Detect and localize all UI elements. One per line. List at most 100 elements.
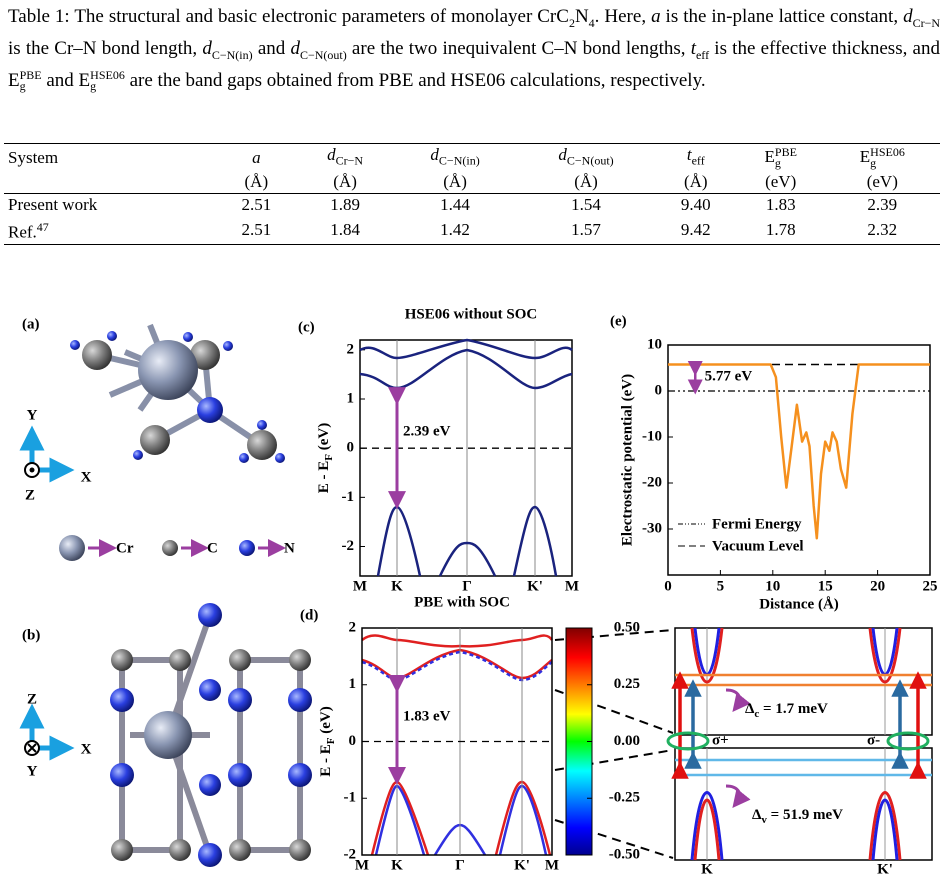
- y-label-unit: (eV): [318, 706, 334, 737]
- column-symbol: d: [430, 145, 439, 164]
- gap-label: 5.77 eV: [705, 369, 753, 385]
- column-sub: Cr−N: [335, 153, 364, 168]
- cell-text: 2.51: [241, 195, 272, 215]
- caption-sup: HSE06: [90, 68, 125, 83]
- panel-title: HSE06 without SOC: [405, 306, 538, 322]
- caption-sub: eff: [695, 47, 710, 62]
- x-axis-label: Distance (Å): [759, 596, 839, 612]
- delta-text: = 51.9 meV: [767, 807, 843, 823]
- plot-frame: [359, 339, 573, 577]
- row-label-text: Present work: [8, 195, 98, 215]
- colorbar-tick-label: 0.00: [614, 733, 640, 749]
- kpoint-label: K': [527, 578, 543, 594]
- cell: 1.89: [297, 194, 392, 217]
- kpoint-label: M: [353, 578, 367, 594]
- kpoint-label: M: [565, 578, 579, 594]
- y-label-sub: F: [325, 737, 337, 744]
- column-unit-text: (Å): [333, 172, 357, 192]
- y-tick-label: 0: [347, 440, 355, 456]
- y-label-unit: (eV): [316, 423, 332, 454]
- table: System a dCr−N dC−N(in) dC−N(out) teff EPBE g EH…: [4, 143, 940, 245]
- caption-symbol: a: [651, 6, 661, 27]
- cell-text: 9.42: [680, 220, 711, 240]
- row-label: Present work: [4, 194, 215, 217]
- column-unit-text: (eV): [866, 172, 898, 192]
- column-sub: g: [774, 156, 781, 171]
- sigma-label: σ-: [867, 732, 880, 748]
- cell-text: 1.89: [330, 195, 360, 215]
- column-sub: g: [870, 156, 877, 171]
- y-tick-label: -10: [642, 428, 662, 444]
- column-header: EHSE06 g: [825, 144, 940, 172]
- bands: [359, 338, 573, 577]
- gap-label: 2.39 eV: [403, 423, 451, 439]
- column-header: System: [4, 144, 215, 172]
- column-unit-text: (Å): [683, 172, 708, 192]
- kpoint-label: K: [391, 857, 403, 873]
- column-unit-text: (Å): [244, 172, 269, 192]
- caption-sub: Cr−N: [912, 15, 941, 30]
- colorbar-tick-label: 0.50: [614, 619, 640, 635]
- column-unit: (Å): [297, 171, 392, 194]
- column-header: teff: [655, 144, 737, 172]
- column-script: HSE06 g: [870, 146, 905, 171]
- cell-text: 2.39: [867, 195, 898, 215]
- axis-out: [29, 467, 35, 473]
- legend-label: N: [284, 540, 295, 556]
- sigma-label: σ+: [712, 732, 729, 748]
- column-symbol: a: [252, 147, 261, 167]
- y-tick-label: -1: [342, 489, 355, 505]
- panel-label: (b): [22, 627, 40, 643]
- axis-label: X: [81, 469, 92, 485]
- cell: 1.78: [737, 216, 825, 244]
- y-tick-label: 2: [349, 619, 357, 635]
- delta-sub: v: [761, 814, 767, 826]
- cell-text: 2.51: [241, 220, 272, 240]
- legend: [59, 535, 286, 561]
- column-unit: (Å): [393, 171, 517, 194]
- panel-label: (e): [610, 313, 627, 329]
- cell-text: 1.83: [765, 195, 796, 215]
- column-symbol: System: [8, 147, 59, 167]
- delta-sub: c: [754, 708, 759, 720]
- delta-v: Δv = 51.9 meV: [752, 807, 843, 825]
- y-tick-label: 1: [349, 676, 357, 692]
- delta-symbol: Δ: [752, 807, 762, 823]
- cell: 2.51: [215, 194, 297, 217]
- axis-label: X: [81, 741, 92, 757]
- atoms-side: [110, 603, 312, 867]
- column-header: dC−N(in): [393, 144, 517, 172]
- column-sub: eff: [691, 153, 705, 168]
- column-symbol: d: [327, 145, 336, 164]
- x-tick-label: 10: [765, 578, 780, 594]
- kpoint-label: Γ: [462, 578, 472, 594]
- legend-label: Cr: [116, 540, 134, 556]
- cell-text: 1.44: [440, 195, 470, 215]
- caption-sub: 4: [588, 15, 595, 30]
- axis-in: [27, 743, 37, 753]
- column-unit: (Å): [517, 171, 654, 194]
- cell-text: 1.84: [330, 220, 360, 240]
- y-axis-label: Electrostatic potential (eV): [619, 374, 635, 546]
- row-label: Ref.47: [4, 216, 215, 244]
- y-tick-label: 1: [347, 390, 355, 406]
- cell: 1.42: [393, 216, 517, 244]
- cell: 1.54: [517, 194, 654, 217]
- y-tick-label: -30: [642, 520, 662, 536]
- cell: 1.84: [297, 216, 392, 244]
- kpoint-label: M: [545, 857, 559, 873]
- column-unit-text: (Å): [443, 172, 467, 192]
- cell-text: 9.40: [680, 195, 711, 215]
- y-axis-label: E - EF (eV): [318, 706, 336, 776]
- column-header: a: [215, 144, 297, 172]
- row-label-text: Ref.: [8, 223, 37, 243]
- colorbar-tick-label: -0.50: [609, 846, 640, 862]
- cell: 9.42: [655, 216, 737, 244]
- column-symbol: E: [859, 147, 871, 167]
- cell: 1.44: [393, 194, 517, 217]
- cell-text: 1.78: [765, 220, 796, 240]
- y-label-sub: F: [323, 454, 335, 461]
- cell: 1.83: [737, 194, 825, 217]
- delta-c: Δc = 1.7 meV: [745, 701, 828, 719]
